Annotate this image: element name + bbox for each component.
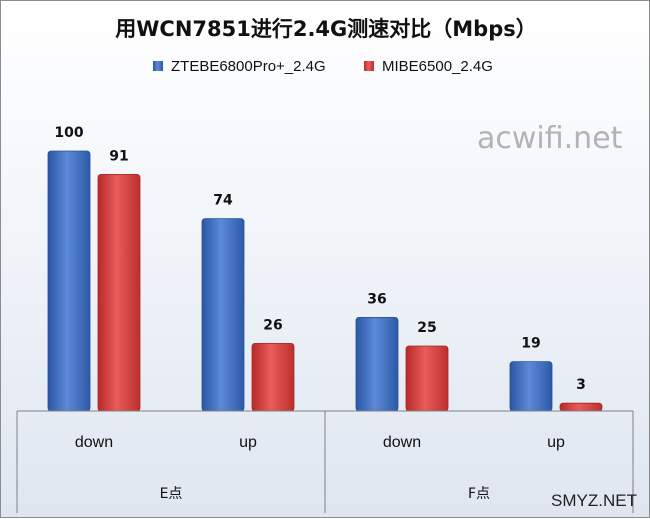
bar-mibe6500-down-2 xyxy=(405,345,449,412)
category-label-down-0: down xyxy=(75,434,113,451)
data-labels-layer: 100 91 74 26 36 25 19 3 xyxy=(54,125,585,393)
chart-title: 用WCN7851进行2.4G测速对比（Mbps） xyxy=(115,17,537,41)
legend-label-series-2: MIBE6500_2.4G xyxy=(382,58,493,75)
category-labels-layer: down up down up xyxy=(75,434,565,451)
bar-mibe6500-up-1 xyxy=(251,342,295,412)
data-label-ztebe6800-1: 74 xyxy=(213,193,233,209)
bar-ztebe6800-down-2 xyxy=(355,316,399,412)
bar-mibe6500-down-0 xyxy=(97,173,141,412)
data-label-mibe6500-0: 91 xyxy=(109,148,128,164)
data-label-ztebe6800-2: 36 xyxy=(367,291,386,307)
watermark-acwifi: acwifi.net xyxy=(477,121,623,156)
group-label-e: E点 xyxy=(160,486,183,502)
category-label-up-1: up xyxy=(239,434,257,451)
legend-swatch-series-2 xyxy=(364,61,374,71)
bar-ztebe6800-up-1 xyxy=(201,218,245,412)
legend: ZTEBE6800Pro+_2.4G MIBE6500_2.4G xyxy=(153,58,493,75)
legend-label-series-1: ZTEBE6800Pro+_2.4G xyxy=(171,58,326,75)
data-label-ztebe6800-3: 19 xyxy=(521,336,540,352)
group-label-f: F点 xyxy=(468,486,490,502)
legend-swatch-series-1 xyxy=(153,61,163,71)
bars-layer xyxy=(47,150,603,412)
watermark-smyz: SMYZ.NET xyxy=(551,491,637,510)
bar-mibe6500-up-3 xyxy=(559,402,603,412)
bar-ztebe6800-down-0 xyxy=(47,150,91,412)
data-label-ztebe6800-0: 100 xyxy=(54,125,83,141)
bar-ztebe6800-up-3 xyxy=(509,361,553,412)
data-label-mibe6500-1: 26 xyxy=(263,317,282,333)
category-axis xyxy=(16,410,634,513)
category-label-up-3: up xyxy=(547,434,565,451)
data-label-mibe6500-3: 3 xyxy=(576,377,586,393)
data-label-mibe6500-2: 25 xyxy=(417,320,436,336)
category-label-down-2: down xyxy=(383,434,421,451)
